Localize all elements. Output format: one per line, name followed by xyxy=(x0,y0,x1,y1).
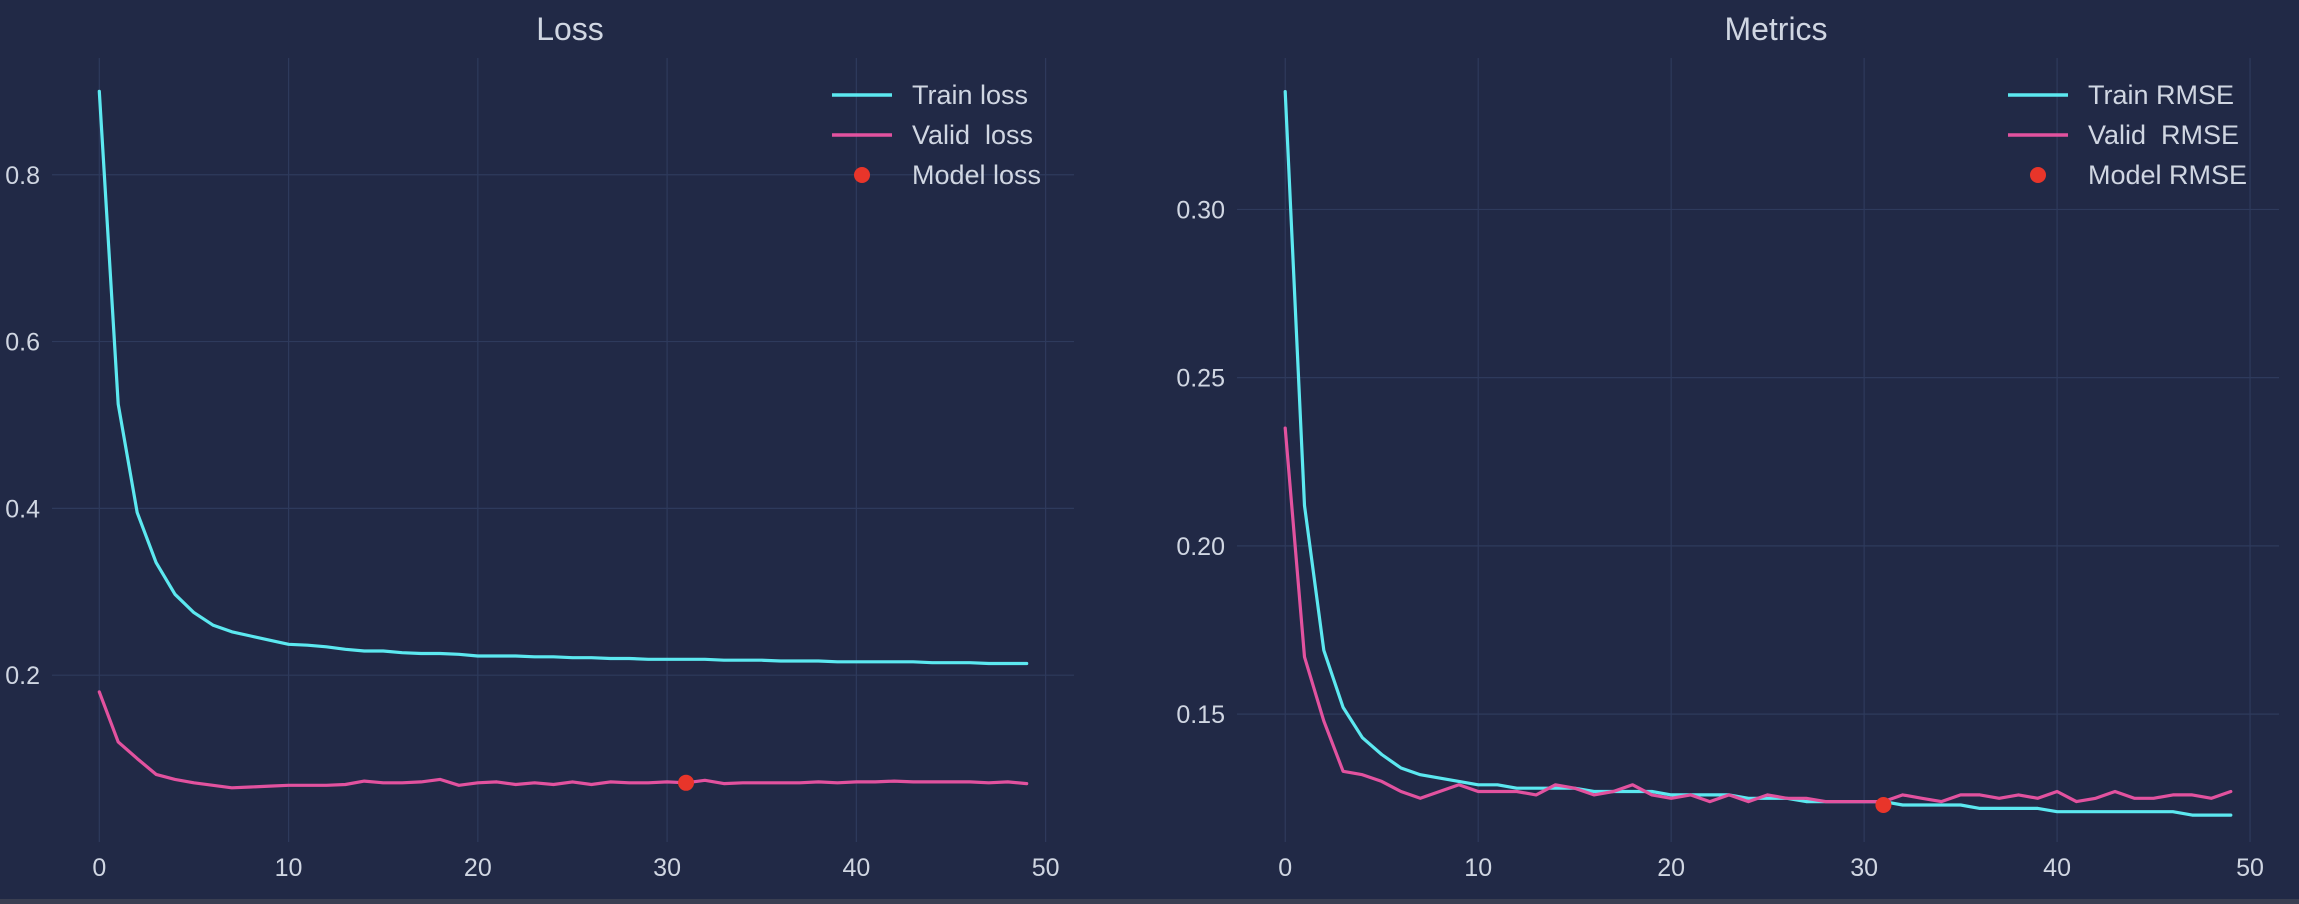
chart-metrics: Metrics 0 10 20 30 40 50 0.15 0.20 0.25 0.30 Train … xyxy=(1176,11,2279,882)
x-tick-label: 50 xyxy=(1032,854,1060,882)
x-tick-label: 40 xyxy=(2043,854,2071,882)
legend-point-swatch xyxy=(854,167,870,183)
legend: Train RMSE Valid RMSE Model RMSE xyxy=(2008,80,2247,190)
bottom-border xyxy=(0,899,2299,904)
x-tick-label: 20 xyxy=(1657,854,1685,882)
y-tick-label: 0.25 xyxy=(1176,365,1225,393)
x-tick-label: 20 xyxy=(464,854,492,882)
x-tick-label: 10 xyxy=(275,854,303,882)
legend-label: Valid loss xyxy=(912,120,1033,150)
series-line-valid-loss xyxy=(97,690,1029,790)
y-tick-label: 0.2 xyxy=(5,662,40,690)
chart-loss: Loss 0 10 20 30 40 50 0.2 0.4 0.6 0.8 Train loss Val… xyxy=(5,11,1074,882)
legend-point-swatch xyxy=(2030,167,2046,183)
y-tick-label: 0.20 xyxy=(1176,533,1225,561)
legend-label: Model loss xyxy=(912,160,1041,190)
x-tick-label: 30 xyxy=(1850,854,1878,882)
y-tick-label: 0.30 xyxy=(1176,196,1225,224)
x-tick-label: 40 xyxy=(842,854,870,882)
series-line-train-rmse xyxy=(1283,89,2233,817)
x-tick-label: 50 xyxy=(2236,854,2264,882)
legend-label: Model RMSE xyxy=(2088,160,2247,190)
series-point-model-loss xyxy=(678,774,695,791)
legend-label: Valid RMSE xyxy=(2088,120,2239,150)
legend-label: Train loss xyxy=(912,80,1028,110)
y-tick-label: 0.15 xyxy=(1176,701,1225,729)
x-tick-label: 30 xyxy=(653,854,681,882)
y-tick-label: 0.8 xyxy=(5,162,40,190)
chart-title: Metrics xyxy=(1724,11,1827,47)
legend: Train loss Valid loss Model loss xyxy=(832,80,1041,190)
chart-title: Loss xyxy=(536,11,604,47)
series-line-valid-rmse xyxy=(1283,426,2233,804)
series-point-model-rmse xyxy=(1875,796,1892,813)
legend-label: Train RMSE xyxy=(2088,80,2234,110)
series-line-train-loss xyxy=(97,89,1029,666)
x-tick-label: 0 xyxy=(1278,854,1292,882)
y-tick-label: 0.6 xyxy=(5,329,40,357)
x-tick-label: 10 xyxy=(1464,854,1492,882)
y-tick-label: 0.4 xyxy=(5,495,40,523)
x-tick-label: 0 xyxy=(92,854,106,882)
